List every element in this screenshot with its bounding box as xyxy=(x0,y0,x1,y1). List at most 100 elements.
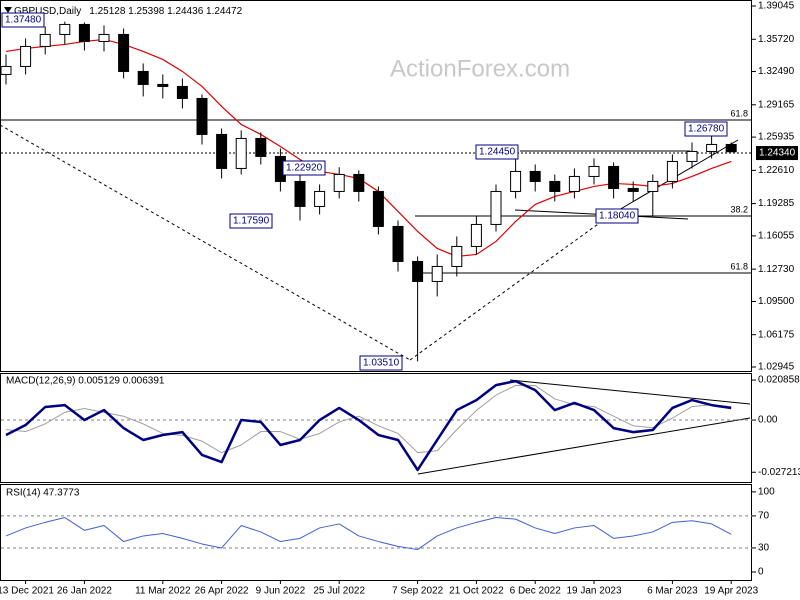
price-panel-frame xyxy=(0,0,752,372)
y-tick-label: 1.39045 xyxy=(758,1,795,12)
annotation-label: 1.26780 xyxy=(688,124,725,135)
candle-body xyxy=(196,97,208,135)
x-tick-label: 26 Jan 2022 xyxy=(57,586,112,597)
x-tick-label: 9 Jun 2022 xyxy=(256,586,306,597)
annotation-box xyxy=(475,144,519,160)
annotation-label: 1.17590 xyxy=(233,216,270,227)
macd-trend-line xyxy=(417,417,751,475)
candle-body xyxy=(78,23,90,42)
candle-body xyxy=(666,160,678,182)
annotation-label: 1.24450 xyxy=(479,147,516,158)
annotation-box xyxy=(359,355,403,371)
y-tick-label: 1.09500 xyxy=(758,296,795,307)
x-tick-label: 6 Dec 2022 xyxy=(510,586,562,597)
candle-body xyxy=(176,85,188,99)
candle-body xyxy=(647,180,659,192)
annotation-box xyxy=(1,12,45,28)
annotation-label: 1.22920 xyxy=(286,163,323,174)
candle-body xyxy=(706,143,718,152)
y-tick-label: 1.32490 xyxy=(758,66,795,77)
x-tick-label: 19 Apr 2023 xyxy=(704,586,758,597)
current-price-label: 1.24340 xyxy=(759,148,796,159)
candle-body xyxy=(372,190,384,227)
x-tick-label: 13 Dec 2021 xyxy=(0,586,54,597)
candle-body xyxy=(314,190,326,207)
candle-body xyxy=(333,173,345,192)
rsi-panel-frame xyxy=(0,484,752,581)
symbol: GBPUSD,Daily xyxy=(14,6,81,17)
y-tick-label: 1.29165 xyxy=(758,99,795,110)
x-tick-label: 6 Mar 2023 xyxy=(647,586,698,597)
y-tick-label: 1.06175 xyxy=(758,329,795,340)
candle-body xyxy=(627,187,639,192)
macd-panel-frame xyxy=(0,373,752,483)
x-tick-label: 7 Sep 2022 xyxy=(392,586,444,597)
candle-body xyxy=(412,260,424,282)
candle-body xyxy=(470,223,482,247)
y-tick-label: 30 xyxy=(758,543,770,554)
annotation-label: 1.18040 xyxy=(599,211,636,222)
indicator-line xyxy=(5,385,732,454)
candle-body xyxy=(59,23,71,35)
annotation-box xyxy=(684,121,728,137)
candle-body xyxy=(510,170,522,192)
rsi-title: RSI(14) 47.3773 xyxy=(6,488,80,499)
macd-title: MACD(12,26,9) 0.005129 0.006391 xyxy=(6,376,165,387)
candle-body xyxy=(137,70,149,85)
x-tick-label: 26 Apr 2022 xyxy=(195,586,249,597)
x-tick-label: 21 Oct 2022 xyxy=(449,586,504,597)
y-tick-label: 1.02945 xyxy=(758,362,795,373)
candle-body xyxy=(235,137,247,169)
y-tick-label: -0.027213 xyxy=(758,467,800,478)
candle-body xyxy=(529,170,541,182)
candle-body xyxy=(255,137,267,157)
annotation-box xyxy=(595,208,639,224)
indicator-line xyxy=(5,379,732,472)
y-tick-label: 1.19285 xyxy=(758,198,795,209)
y-tick-label: 0.00 xyxy=(758,415,778,426)
candle-body xyxy=(588,165,600,177)
menu-icon xyxy=(4,7,12,13)
candle-body xyxy=(431,265,443,282)
annotation-label: 1.03510 xyxy=(363,358,400,369)
fib-label: 38.2 xyxy=(730,204,748,214)
y-tick-label: 0.020858 xyxy=(758,375,800,386)
x-tick-label: 19 Jan 2023 xyxy=(566,586,621,597)
candle-body xyxy=(353,173,365,192)
candle-body xyxy=(392,225,404,262)
x-tick-label: 11 Mar 2022 xyxy=(135,586,191,597)
current-price-box xyxy=(756,146,798,161)
candle-body xyxy=(568,175,580,192)
ohlc: 1.25128 1.25398 1.24436 1.24472 xyxy=(89,6,242,17)
candle-body xyxy=(686,150,698,162)
fib-label: 61.8 xyxy=(730,261,748,271)
candle-body xyxy=(216,133,228,169)
candle-body xyxy=(98,33,110,42)
y-tick-label: 70 xyxy=(758,511,770,522)
candle-body xyxy=(608,165,620,189)
macd-trend-line xyxy=(509,379,751,405)
y-tick-label: 1.16055 xyxy=(758,231,795,242)
y-tick-label: 0 xyxy=(758,567,764,578)
annotation-box xyxy=(229,213,273,229)
fib-label: 61.8 xyxy=(730,108,748,118)
annotation-label: 1.37480 xyxy=(5,15,42,26)
annotation-box xyxy=(282,160,326,176)
indicator-line xyxy=(5,517,732,551)
candle-body xyxy=(451,245,463,267)
candle-body xyxy=(20,45,32,67)
candle-body xyxy=(39,33,51,47)
candle-body xyxy=(157,83,169,87)
x-tick-label: 25 Jul 2022 xyxy=(313,586,365,597)
candle-body xyxy=(490,190,502,225)
trend-line xyxy=(0,124,411,361)
candle-body xyxy=(549,180,561,192)
price-title: GBPUSD,Daily 1.25128 1.25398 1.24436 1.24… xyxy=(14,6,243,17)
candle-body xyxy=(294,180,306,207)
y-tick-label: 1.35720 xyxy=(758,34,795,45)
y-tick-label: 1.25935 xyxy=(758,132,795,143)
candle-body xyxy=(0,65,12,75)
y-tick-label: 100 xyxy=(758,487,775,498)
